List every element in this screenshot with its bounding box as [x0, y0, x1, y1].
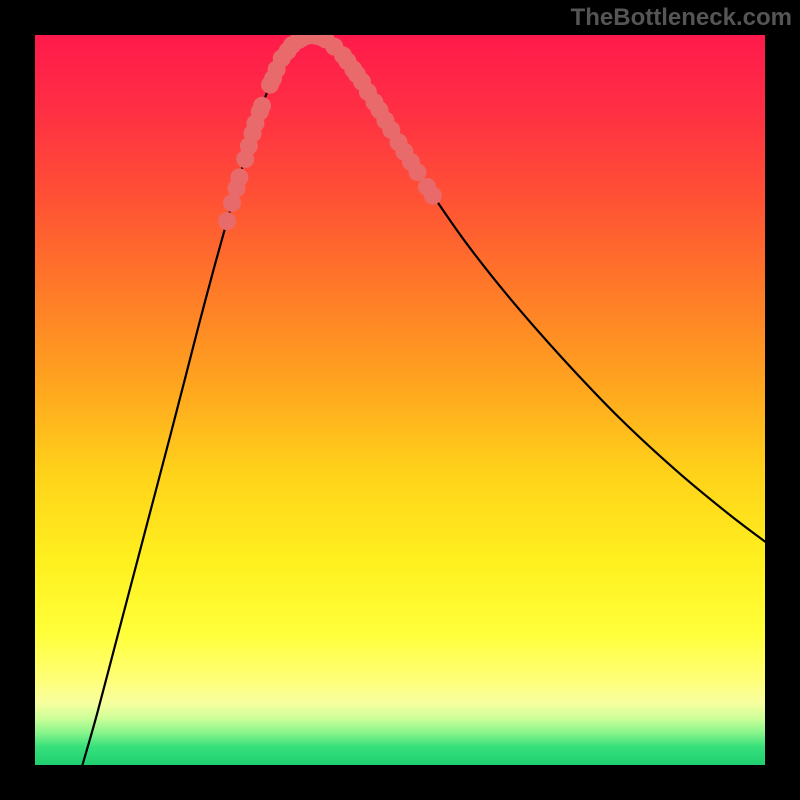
curve-marker [424, 187, 442, 205]
plot-svg [35, 35, 765, 765]
plot-area [35, 35, 765, 765]
chart-stage: TheBottleneck.com [0, 0, 800, 800]
watermark-text: TheBottleneck.com [571, 4, 792, 32]
curve-marker [253, 97, 271, 115]
curve-marker [230, 168, 248, 186]
curve-marker [218, 212, 236, 230]
